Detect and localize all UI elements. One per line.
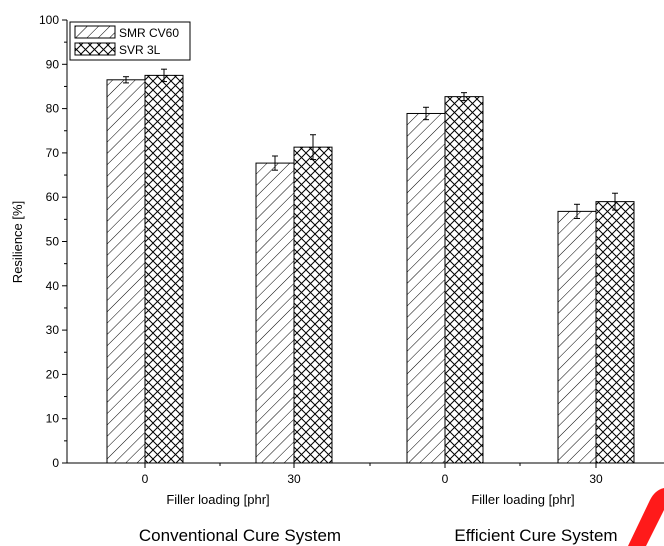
x-tick-label: 0 xyxy=(142,472,149,486)
legend-swatch-smr xyxy=(74,25,116,39)
x-tick-label: 0 xyxy=(442,472,449,486)
x-tick-label: 30 xyxy=(589,472,603,486)
bar-smr-cv60 xyxy=(557,210,597,464)
bar-smr-cv60 xyxy=(106,79,146,464)
y-tick-label: 20 xyxy=(46,367,60,381)
y-tick-label: 10 xyxy=(46,412,60,426)
y-tick-label: 60 xyxy=(46,190,60,204)
bar-svr-3l xyxy=(144,74,184,464)
y-tick-label: 100 xyxy=(39,13,59,27)
y-tick-label: 50 xyxy=(46,235,60,249)
bar-smr-cv60 xyxy=(255,162,295,464)
bar-svr-3l xyxy=(293,146,333,464)
x-ticks: 0 30 0 30 xyxy=(142,463,603,486)
y-ticks: 0 10 20 30 40 50 60 70 80 90 100 xyxy=(39,13,67,470)
bar-smr-cv60 xyxy=(406,112,446,464)
y-axis-label: Resilience [%] xyxy=(10,201,25,283)
y-tick-label: 70 xyxy=(46,146,60,160)
y-tick-label: 30 xyxy=(46,323,60,337)
x-tick-label: 30 xyxy=(287,472,301,486)
bars xyxy=(106,68,635,464)
legend: SMR CV60 SVR 3L xyxy=(69,21,191,61)
y-tick-label: 80 xyxy=(46,102,60,116)
legend-swatch-svr xyxy=(74,42,116,56)
group-label-conventional: Conventional Cure System xyxy=(139,526,341,545)
x-axis-label-right: Filler loading [phr] xyxy=(471,492,574,507)
legend-label-svr: SVR 3L xyxy=(119,43,161,57)
x-axis-label-left: Filler loading [phr] xyxy=(166,492,269,507)
bar-svr-3l xyxy=(595,201,635,464)
legend-label-smr: SMR CV60 xyxy=(119,26,179,40)
y-tick-label: 0 xyxy=(52,456,59,470)
group-label-efficient: Efficient Cure System xyxy=(454,526,617,545)
red-stamp-mark xyxy=(628,488,664,546)
y-tick-label: 40 xyxy=(46,279,60,293)
y-tick-label: 90 xyxy=(46,57,60,71)
bar-svr-3l xyxy=(444,96,484,464)
